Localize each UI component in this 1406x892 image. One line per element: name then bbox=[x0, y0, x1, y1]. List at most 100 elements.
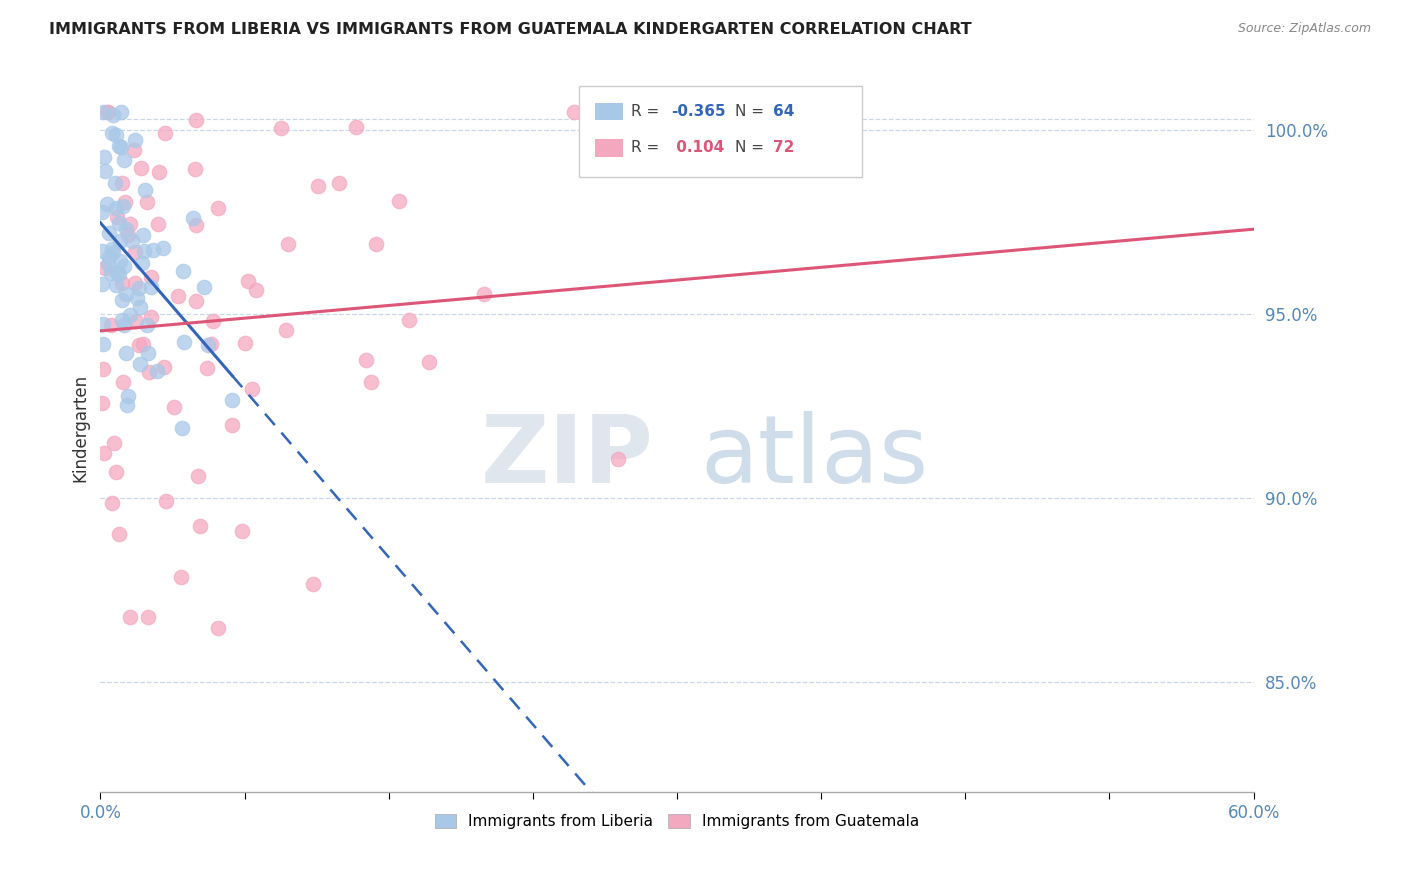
Point bbox=[91, 362, 114, 376]
Point bbox=[91, 336, 114, 351]
Point bbox=[398, 313, 420, 327]
Point bbox=[132, 228, 155, 243]
Point bbox=[155, 126, 177, 140]
Point bbox=[152, 242, 174, 256]
Point bbox=[136, 318, 159, 333]
Point bbox=[131, 255, 153, 269]
Point bbox=[112, 259, 135, 273]
Point bbox=[107, 216, 129, 230]
Point bbox=[146, 217, 169, 231]
Point bbox=[187, 468, 209, 483]
Point bbox=[138, 365, 160, 379]
Point bbox=[270, 121, 292, 136]
FancyBboxPatch shape bbox=[595, 139, 623, 156]
Point bbox=[100, 318, 122, 333]
Point bbox=[101, 126, 124, 140]
Point bbox=[183, 161, 205, 176]
Point bbox=[115, 287, 138, 301]
Point bbox=[97, 257, 120, 271]
Point bbox=[114, 194, 136, 209]
Point bbox=[110, 313, 132, 327]
Point bbox=[97, 104, 120, 119]
Point bbox=[112, 153, 135, 167]
Point bbox=[277, 236, 299, 251]
Point bbox=[91, 244, 114, 258]
Text: 72: 72 bbox=[773, 140, 794, 155]
Point bbox=[418, 355, 440, 369]
Point bbox=[110, 254, 132, 268]
Point bbox=[127, 291, 149, 305]
Point bbox=[221, 417, 243, 432]
Point bbox=[91, 317, 114, 331]
Point bbox=[98, 250, 121, 264]
Point bbox=[122, 144, 145, 158]
Point bbox=[94, 163, 117, 178]
Point bbox=[170, 570, 193, 584]
Point bbox=[105, 278, 128, 293]
Text: 64: 64 bbox=[773, 103, 794, 119]
Point bbox=[117, 389, 139, 403]
Point bbox=[105, 128, 128, 142]
Point bbox=[124, 244, 146, 259]
Point bbox=[110, 176, 132, 190]
Point bbox=[100, 266, 122, 280]
Point bbox=[134, 244, 156, 259]
Point bbox=[129, 300, 152, 314]
Point bbox=[145, 364, 167, 378]
Point bbox=[108, 235, 131, 249]
Point bbox=[103, 436, 125, 450]
Point bbox=[120, 610, 142, 624]
Point bbox=[117, 227, 139, 242]
Point bbox=[105, 210, 128, 224]
Point bbox=[111, 199, 134, 213]
Point bbox=[115, 221, 138, 235]
Point bbox=[141, 310, 163, 324]
Point bbox=[139, 269, 162, 284]
Point bbox=[366, 237, 388, 252]
Point bbox=[142, 244, 165, 258]
Point bbox=[155, 493, 177, 508]
Point bbox=[184, 218, 207, 232]
Point bbox=[93, 446, 115, 460]
Point bbox=[138, 346, 160, 360]
Point bbox=[108, 138, 131, 153]
Point bbox=[111, 293, 134, 308]
Text: N =: N = bbox=[735, 140, 769, 155]
Point bbox=[118, 217, 141, 231]
Text: ZIP: ZIP bbox=[481, 411, 654, 503]
Point bbox=[93, 150, 115, 164]
Point bbox=[96, 196, 118, 211]
Point bbox=[360, 375, 382, 389]
Point bbox=[231, 524, 253, 538]
Point bbox=[105, 266, 128, 280]
Point bbox=[101, 496, 124, 510]
Text: IMMIGRANTS FROM LIBERIA VS IMMIGRANTS FROM GUATEMALA KINDERGARTEN CORRELATION CH: IMMIGRANTS FROM LIBERIA VS IMMIGRANTS FR… bbox=[49, 22, 972, 37]
Point bbox=[91, 205, 114, 219]
Point bbox=[101, 108, 124, 122]
Point bbox=[132, 337, 155, 351]
Point bbox=[96, 104, 118, 119]
Point bbox=[136, 609, 159, 624]
Point bbox=[105, 201, 128, 215]
Point bbox=[124, 133, 146, 147]
Point bbox=[91, 277, 114, 291]
Point bbox=[128, 281, 150, 295]
Point bbox=[135, 195, 157, 210]
Point bbox=[354, 353, 377, 368]
Point bbox=[307, 179, 329, 194]
Point bbox=[91, 104, 114, 119]
Point bbox=[233, 335, 256, 350]
Y-axis label: Kindergarten: Kindergarten bbox=[72, 374, 89, 482]
Point bbox=[115, 346, 138, 360]
Point bbox=[163, 401, 186, 415]
Point bbox=[472, 287, 495, 301]
Point bbox=[100, 242, 122, 256]
Point bbox=[195, 360, 218, 375]
Point bbox=[111, 276, 134, 290]
Point bbox=[104, 177, 127, 191]
Point bbox=[184, 294, 207, 309]
Legend: Immigrants from Liberia, Immigrants from Guatemala: Immigrants from Liberia, Immigrants from… bbox=[429, 807, 925, 835]
Point bbox=[104, 465, 127, 479]
Point bbox=[115, 398, 138, 412]
Point bbox=[125, 314, 148, 328]
